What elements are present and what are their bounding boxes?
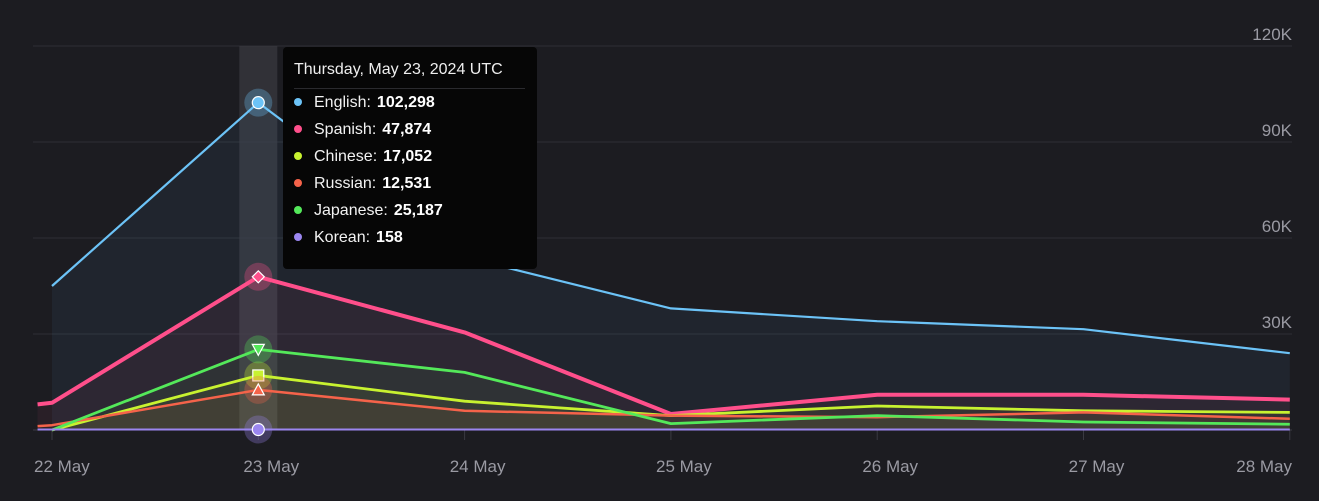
y-axis-ticks: 30K 60K 90K 120K — [1252, 25, 1292, 332]
tooltip-series-value: 12,531 — [382, 175, 432, 192]
tooltip-row-spanish: Spanish: 47,874 — [294, 116, 537, 143]
tooltip-series-value: 47,874 — [382, 121, 432, 138]
tooltip-series-value: 25,187 — [393, 202, 443, 219]
area-spanish — [37, 276, 1290, 430]
y-tick-label-90k: 90K — [1262, 121, 1293, 140]
x-tick-label-27-may: 27 May — [1069, 457, 1125, 476]
tooltip-row-russian: Russian: 12,531 — [294, 170, 537, 197]
series-areas — [37, 102, 1290, 431]
series-markers[interactable] — [244, 88, 273, 444]
tooltip-series-name: Japanese: — [314, 202, 388, 219]
tooltip-row-japanese: Japanese: 25,187 — [294, 197, 537, 224]
hover-crosshair-band — [239, 46, 278, 430]
legend-dot-icon — [294, 151, 302, 160]
area-japanese — [52, 349, 1290, 430]
line-russian — [37, 388, 1290, 428]
tooltip-series-value: 102,298 — [376, 94, 435, 111]
tooltip-series-name: Russian: — [314, 175, 377, 192]
tooltip: Thursday, May 23, 2024 UTC English: 102,2… — [283, 47, 537, 269]
legend-dot-icon — [294, 205, 302, 214]
x-tick-label-28-may: 28 May — [1236, 457, 1292, 476]
x-tick-label-26-may: 26 May — [862, 457, 918, 476]
marker-russian — [244, 375, 273, 404]
y-tick-label-60k: 60K — [1262, 217, 1293, 236]
tooltip-series-name: Chinese: — [314, 148, 378, 165]
marker-english — [244, 88, 273, 117]
marker-korean — [244, 415, 273, 444]
marker-point-spanish — [251, 269, 266, 284]
tooltip-row-korean: Korean: 158 — [294, 224, 537, 251]
x-tick-label-22-may: 22 May — [34, 457, 90, 476]
x-tick-label-24-may: 24 May — [450, 457, 506, 476]
legend-dot-icon — [294, 232, 302, 241]
tooltip-row-english: English: 102,298 — [294, 89, 537, 116]
line-spanish — [37, 274, 1290, 416]
tooltip-series-value: 17,052 — [383, 148, 433, 165]
marker-point-chinese — [252, 369, 265, 382]
marker-chinese — [244, 361, 273, 390]
tooltip-series-name: English: — [314, 94, 371, 111]
marker-point-korean — [251, 422, 265, 437]
y-tick-label-30k: 30K — [1262, 313, 1293, 332]
x-tick-label-23-may: 23 May — [243, 457, 299, 476]
tooltip-series-name: Spanish: — [314, 121, 377, 138]
marker-japanese — [244, 335, 273, 364]
x-tick-label-25-may: 25 May — [656, 457, 712, 476]
marker-point-english — [251, 96, 265, 110]
tooltip-title: Thursday, May 23, 2024 UTC — [294, 61, 525, 89]
marker-point-russian — [251, 382, 266, 396]
tooltip-row-chinese: Chinese: 17,052 — [294, 143, 537, 170]
marker-spanish — [244, 262, 273, 291]
marker-point-japanese — [251, 343, 266, 357]
legend-dot-icon — [294, 178, 302, 187]
y-tick-label-120k: 120K — [1252, 25, 1292, 44]
x-axis-ticks: 22 May 23 May 24 May 25 May 26 May 27 May 28 M… — [34, 457, 1292, 476]
tooltip-series-value: 158 — [376, 229, 403, 246]
legend-dot-icon — [294, 97, 302, 106]
tooltip-series-name: Korean: — [314, 229, 371, 246]
legend-dot-icon — [294, 124, 302, 133]
